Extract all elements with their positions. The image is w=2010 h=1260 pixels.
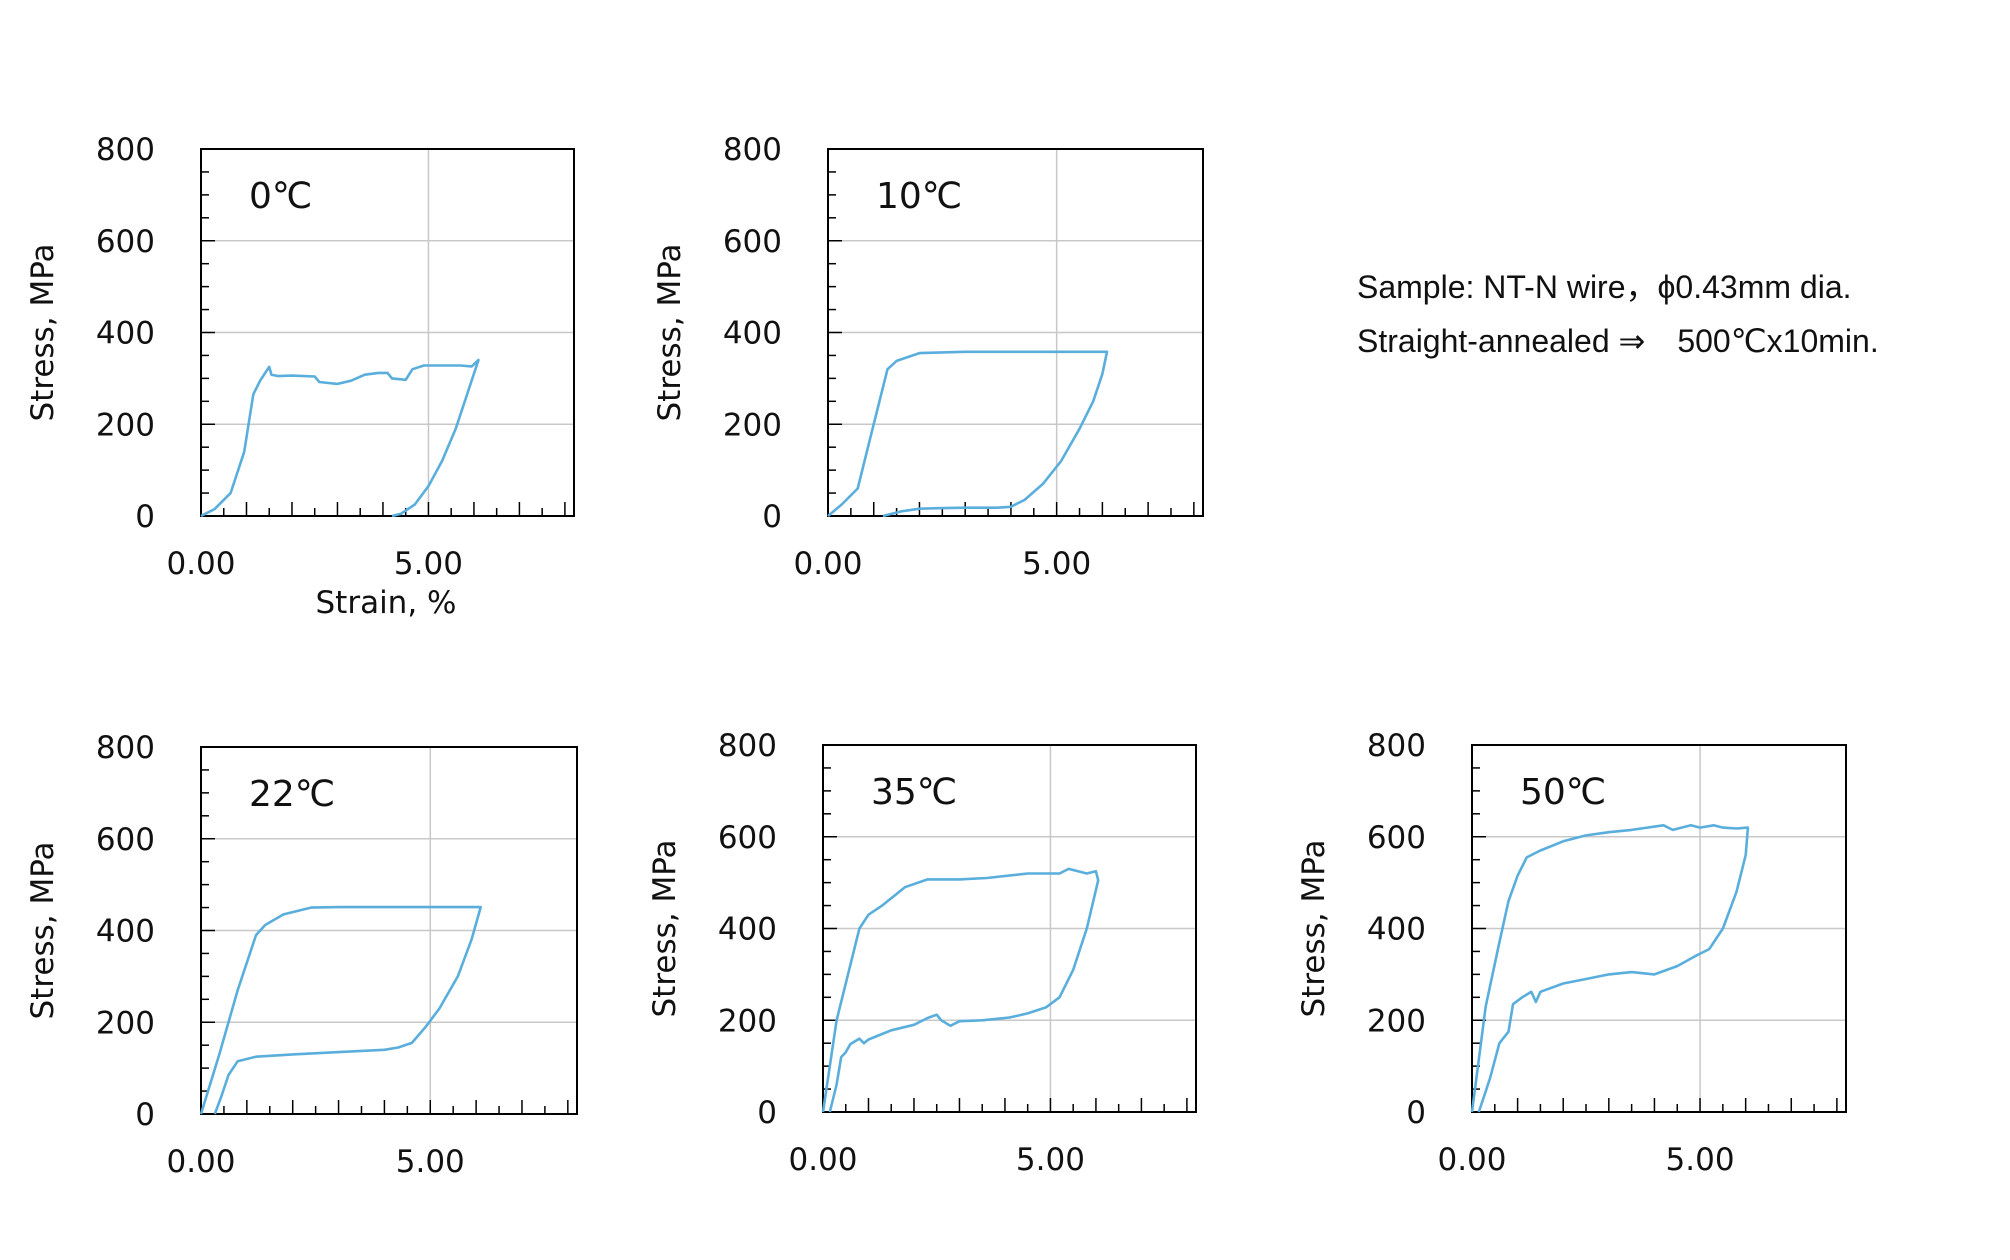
y-tick-label: 400 (718, 912, 777, 948)
y-tick-label: 600 (96, 822, 155, 858)
x-tick-label: 0.00 (788, 1142, 857, 1178)
y-tick-label: 400 (1367, 912, 1426, 948)
y-tick-label: 600 (1367, 820, 1426, 856)
stress-strain-curve (1470, 823, 1750, 1113)
x-tick-label: 5.00 (1666, 1142, 1735, 1178)
y-tick-label: 800 (96, 730, 155, 766)
x-tick-label: 0.00 (793, 546, 862, 582)
x-tick-label: 0.00 (166, 1144, 235, 1180)
panel-2: 0 200 400 600 800 0.00 5.00 Stress, MPa 22℃ (25, 730, 578, 1180)
y-tick-label: 0 (135, 1097, 155, 1133)
y-tick-label: 0 (762, 499, 782, 535)
x-tick-label: 0.00 (1437, 1142, 1506, 1178)
y-axis-label: Stress, MPa (647, 839, 683, 1017)
y-axis-label: Stress, MPa (25, 243, 61, 421)
y-tick-label: 800 (718, 728, 777, 764)
anneal-note: Straight-annealed ⇒ 500℃x10min. (1357, 323, 1879, 359)
plot-frame (822, 744, 1197, 1113)
panel-1: 0 200 400 600 800 0.00 5.00 Stress, MPa 10℃ (652, 132, 1204, 582)
y-tick-label: 0 (1406, 1095, 1426, 1131)
plot-frame (1471, 744, 1847, 1113)
y-tick-label: 200 (96, 407, 155, 443)
sample-note: Sample: NT-N wire，ϕ0.43mm dia. (1357, 269, 1852, 305)
y-tick-label: 0 (757, 1095, 777, 1131)
y-tick-label: 600 (96, 224, 155, 260)
panel-4: 0 200 400 600 800 0.00 5.00 Stress, MPa 50℃ (1296, 728, 1847, 1178)
y-tick-label: 800 (1367, 728, 1426, 764)
x-tick-label: 5.00 (1022, 546, 1091, 582)
x-tick-label: 5.00 (1016, 1142, 1085, 1178)
y-axis-label: Stress, MPa (652, 243, 688, 421)
y-tick-label: 400 (96, 316, 155, 352)
y-tick-label: 200 (1367, 1003, 1426, 1039)
stress-strain-curve (200, 358, 480, 518)
plot-frame (200, 746, 578, 1115)
y-tick-label: 400 (96, 914, 155, 950)
panel-title: 22℃ (249, 774, 335, 815)
panel-title: 10℃ (876, 176, 962, 217)
x-axis-label: Strain, % (316, 585, 457, 621)
panel-title: 35℃ (871, 772, 957, 813)
y-tick-label: 200 (723, 407, 782, 443)
y-tick-label: 200 (96, 1005, 155, 1041)
y-axis-label: Stress, MPa (25, 841, 61, 1019)
y-tick-label: 800 (96, 132, 155, 168)
x-tick-label: 5.00 (396, 1144, 465, 1180)
panel-0: 0 200 400 600 800 0.00 5.00 Stress, MPa Strain, … (25, 132, 575, 621)
y-tick-label: 600 (718, 820, 777, 856)
y-tick-label: 800 (723, 132, 782, 168)
y-tick-label: 200 (718, 1003, 777, 1039)
y-tick-label: 600 (723, 224, 782, 260)
x-tick-label: 5.00 (394, 546, 463, 582)
stress-strain-curve (821, 867, 1100, 1113)
x-tick-label: 0.00 (166, 546, 235, 582)
plot-frame (200, 148, 575, 517)
stress-strain-curve (199, 905, 483, 1115)
panel-3: 0 200 400 600 800 0.00 5.00 Stress, MPa 35℃ (647, 728, 1197, 1178)
plot-frame (827, 148, 1204, 517)
y-axis-label: Stress, MPa (1296, 839, 1332, 1017)
panel-title: 0℃ (249, 176, 312, 217)
stress-strain-curve (827, 350, 1109, 518)
y-tick-label: 0 (135, 499, 155, 535)
panel-title: 50℃ (1520, 772, 1606, 813)
y-tick-label: 400 (723, 316, 782, 352)
